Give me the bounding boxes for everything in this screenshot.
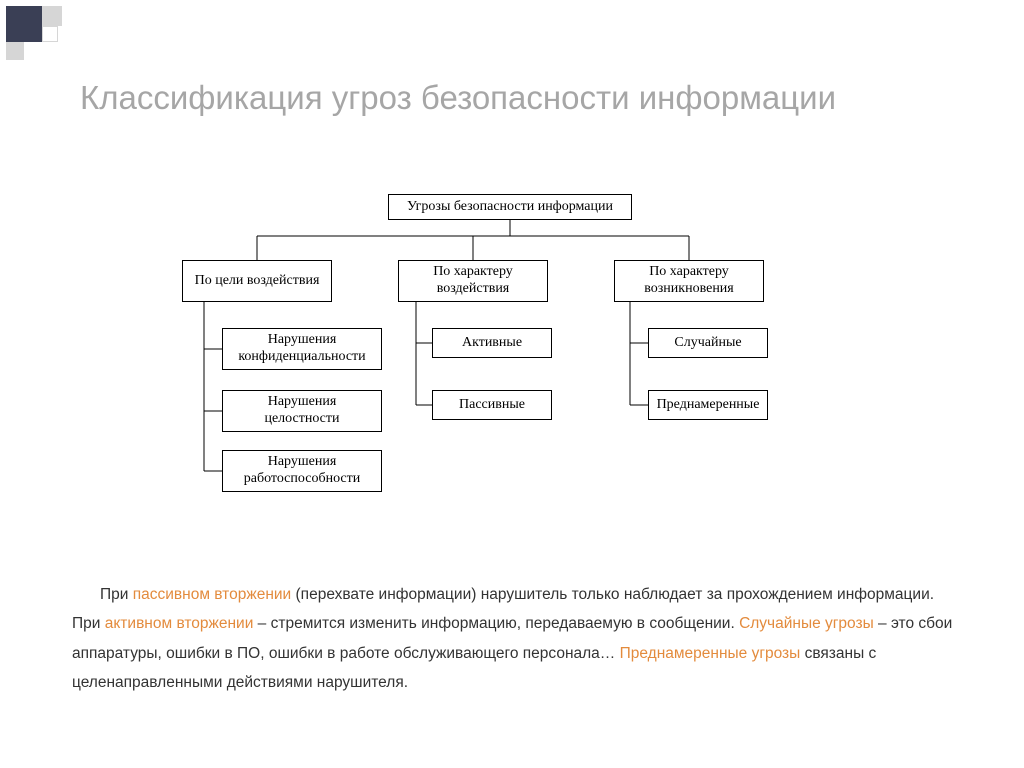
diagram-leaf: Нарушения работоспособности	[222, 450, 382, 492]
diagram-leaf: Пассивные	[432, 390, 552, 420]
slide-title-wrap: Классификация угроз безопасности информа…	[80, 78, 960, 118]
desc-text: При	[100, 586, 133, 603]
deco-square	[6, 42, 24, 60]
desc-text: – стремится изменить информацию, передав…	[253, 615, 739, 632]
highlight-term: пассивном вторжении	[133, 586, 291, 603]
diagram-leaf: Нарушения конфиденциальности	[222, 328, 382, 370]
highlight-term: Случайные угрозы	[739, 615, 874, 632]
diagram-category: По цели воздействия	[182, 260, 332, 302]
description-paragraph: При пассивном вторжении (перехвате инфор…	[72, 580, 962, 698]
deco-square	[42, 26, 58, 42]
diagram-leaf: Преднамеренные	[648, 390, 768, 420]
slide-title: Классификация угроз безопасности информа…	[80, 78, 960, 118]
diagram-leaf: Активные	[432, 328, 552, 358]
diagram-category: По характеру возникновения	[614, 260, 764, 302]
diagram-root: Угрозы безопасности информации	[388, 194, 632, 220]
highlight-term: активном вторжении	[105, 615, 254, 632]
classification-diagram: Угрозы безопасности информации По цели во…	[0, 180, 1024, 530]
deco-square	[6, 6, 42, 42]
diagram-leaf: Нарушения целостности	[222, 390, 382, 432]
highlight-term: Преднамеренные угрозы	[620, 645, 801, 662]
diagram-category: По характеру воздействия	[398, 260, 548, 302]
diagram-leaf: Случайные	[648, 328, 768, 358]
deco-square	[42, 6, 62, 26]
